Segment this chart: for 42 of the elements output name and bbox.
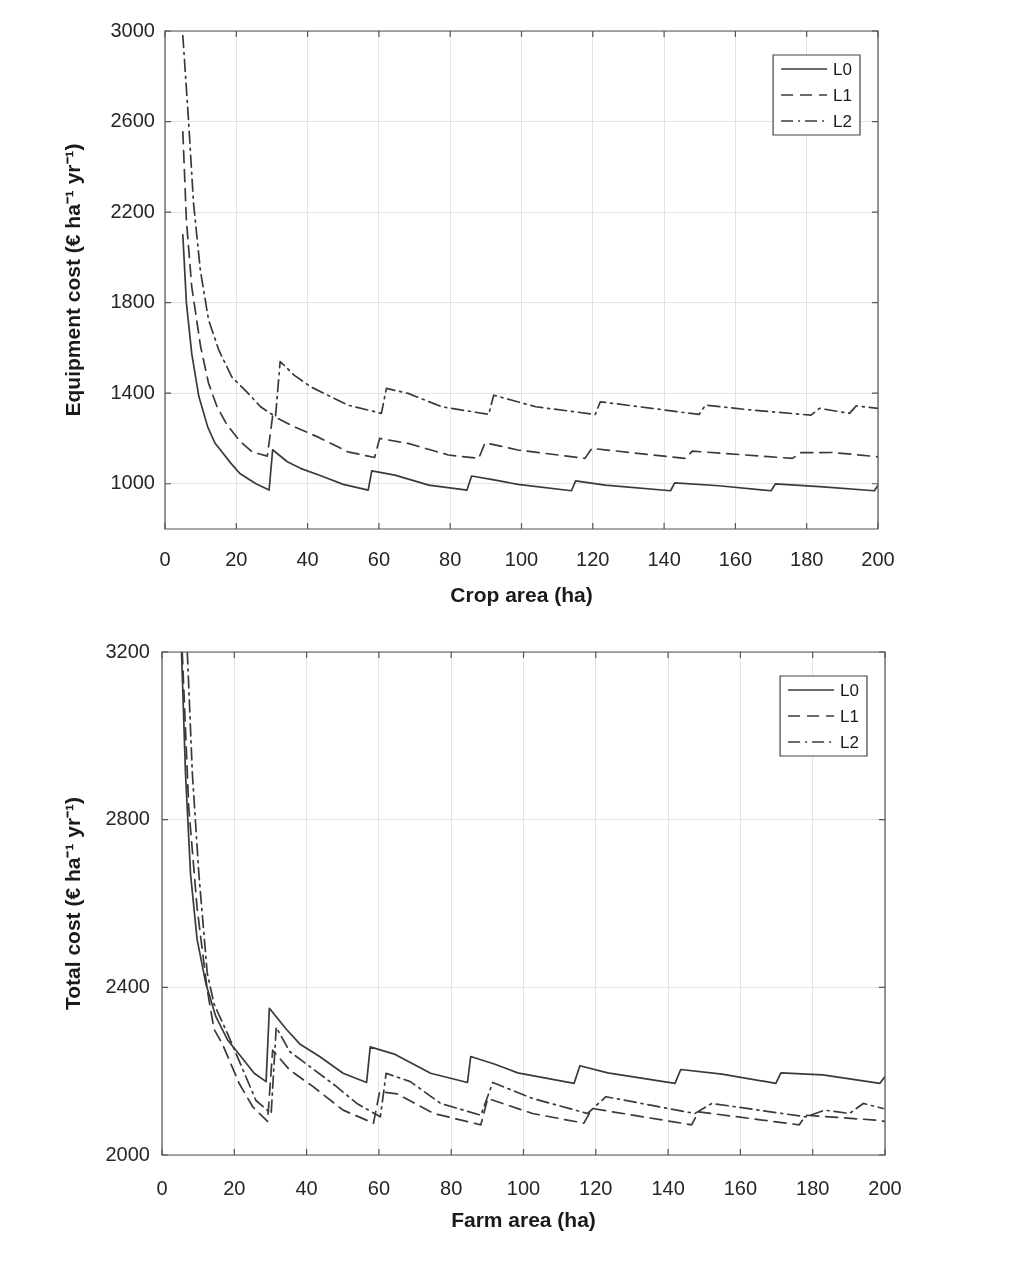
legend-label: L2 [833,111,853,131]
x-tick-label: 100 [506,1176,541,1199]
legend-label: L1 [833,85,853,105]
y-tick-label: 1400 [110,380,155,403]
x-tick-label: 200 [868,1176,902,1199]
x-tick-label: 160 [723,1176,758,1199]
legend-label: L2 [840,732,860,752]
x-tick-label: 180 [790,547,824,570]
y-tick-label: 2800 [105,807,150,830]
x-tick-label: 160 [718,547,753,570]
y-tick-label: 1000 [110,471,155,494]
y-tick-label: 2400 [105,974,150,997]
y-axis-title: Equipment cost (€ ha⁻¹ yr⁻¹) [61,143,85,417]
y-tick-label: 2000 [105,1142,150,1165]
y-tick-label: 2200 [110,199,155,222]
x-axis-title: Crop area (ha) [450,583,593,607]
x-tick-label: 200 [861,547,895,570]
y-tick-label: 3200 [105,639,150,662]
y-tick-label: 1800 [110,290,155,313]
x-tick-label: 140 [651,1176,685,1199]
x-tick-label: 0 [159,547,171,570]
legend-label: L0 [833,59,853,79]
x-tick-label: 80 [439,547,462,570]
x-axis-title: Farm area (ha) [451,1208,596,1232]
x-tick-label: 120 [576,547,610,570]
x-tick-label: 20 [223,1176,246,1199]
y-tick-label: 3000 [110,18,155,41]
legend-label: L0 [840,680,860,700]
x-tick-label: 140 [647,547,681,570]
x-tick-label: 60 [367,547,391,570]
x-tick-label: 120 [579,1176,613,1199]
x-tick-label: 20 [225,547,248,570]
x-tick-label: 40 [296,547,319,570]
x-tick-label: 0 [156,1176,168,1199]
legend-label: L1 [840,706,860,726]
x-tick-label: 100 [504,547,539,570]
y-axis-title: Total cost (€ ha⁻¹ yr⁻¹) [61,796,85,1011]
x-tick-label: 80 [440,1176,463,1199]
x-tick-label: 180 [796,1176,830,1199]
x-tick-label: 40 [295,1176,318,1199]
y-tick-label: 2600 [110,109,155,132]
x-tick-label: 60 [367,1176,391,1199]
